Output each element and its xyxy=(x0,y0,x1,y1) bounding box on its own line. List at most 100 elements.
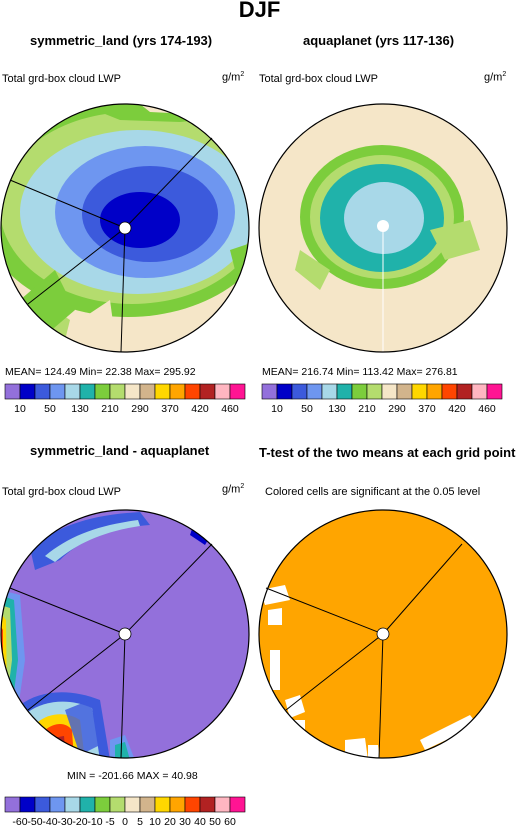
panel2-colorbar-swatch xyxy=(441,383,458,400)
panel1-stats: MEAN= 124.49 Min= 22.38 Max= 295.92 xyxy=(5,366,196,378)
panel1-colorbar-tick-label: 290 xyxy=(131,403,149,415)
panel2-colorbar-tick-label: 50 xyxy=(301,403,313,415)
panel4-significance-label: Colored cells are significant at the 0.0… xyxy=(265,486,481,498)
panel4-pole-marker xyxy=(376,627,390,641)
panel2-colorbar-tick-label: 210 xyxy=(358,403,376,415)
panel1-colorbar-swatch xyxy=(184,383,201,400)
panel1-colorbar-tick-label: 210 xyxy=(101,403,119,415)
panel3-colorbar-swatch xyxy=(64,796,81,813)
panel2-colorbar-swatch xyxy=(306,383,323,400)
panel3-colorbar-swatch xyxy=(34,796,51,813)
panel2-colorbar: 10 50 130 210 290 370 420 460 xyxy=(261,383,503,415)
panel1-title: symmetric_land (yrs 174-193) xyxy=(30,33,213,48)
panel3-colorbar-swatch xyxy=(184,796,201,813)
panel3-colorbar-tick-label: 10 xyxy=(149,816,161,825)
panel2-colorbar-swatch xyxy=(456,383,473,400)
panel2-colorbar-tick-label: 290 xyxy=(388,403,406,415)
panel2-stats: MEAN= 216.74 Min= 113.42 Max= 276.81 xyxy=(262,366,458,378)
panel2-colorbar-swatch xyxy=(381,383,398,400)
panel1-map-border xyxy=(0,103,250,353)
panel1-colorbar-tick-label: 50 xyxy=(44,403,56,415)
panel3-title: symmetric_land - aquaplanet xyxy=(30,443,210,458)
panel3-colorbar-tick-label: 30 xyxy=(179,816,191,825)
panel3-unit: g/m2 xyxy=(222,483,245,496)
panel3-colorbar-tick-label: 0 xyxy=(122,816,128,825)
panel4-title: T-test of the two means at each grid poi… xyxy=(259,445,516,460)
panel3-colorbar-swatch xyxy=(169,796,186,813)
panel3-colorbar-tick-label: -40 xyxy=(42,816,57,825)
panel3-colorbar-swatch xyxy=(214,796,231,813)
panel3-colorbar-tick-label: -10 xyxy=(87,816,102,825)
panel2-colorbar-swatch xyxy=(291,383,308,400)
panel3-pole-marker xyxy=(118,627,132,641)
panel2-colorbar-swatch xyxy=(366,383,383,400)
panel3-stats: MIN = -201.66 MAX = 40.98 xyxy=(67,770,198,782)
panel3-colorbar-tick-label: 40 xyxy=(194,816,206,825)
panel1-colorbar-swatch xyxy=(64,383,81,400)
panel1-colorbar-swatch xyxy=(94,383,111,400)
panel2-colorbar-swatch xyxy=(261,383,278,400)
panel2-map-border xyxy=(258,103,508,353)
panel2-colorbar-tick-label: 420 xyxy=(448,403,466,415)
panel2-colorbar-swatch xyxy=(411,383,428,400)
panel1-colorbar-swatch xyxy=(199,383,216,400)
panel2-colorbar-swatch xyxy=(471,383,488,400)
panel3-continent-outlines xyxy=(9,543,213,759)
panel1-colorbar-swatch xyxy=(79,383,96,400)
panel1-colorbar-swatch xyxy=(19,383,36,400)
panel1-colorbar-swatch xyxy=(229,383,246,400)
panel3-colorbar-tick-label: -50 xyxy=(27,816,42,825)
panel3-colorbar-swatch xyxy=(49,796,66,813)
panel3-colorbar-tick-label: -30 xyxy=(57,816,72,825)
panel1-colorbar-swatch xyxy=(154,383,171,400)
panel3-colorbar-swatch xyxy=(124,796,141,813)
panel3-colorbar-swatch xyxy=(4,796,21,813)
panel1-colorbar-tick-label: 370 xyxy=(161,403,179,415)
panel4-continent-outlines xyxy=(265,543,463,759)
panel1-colorbar-swatch xyxy=(124,383,141,400)
panel1-colorbar-tick-label: 460 xyxy=(221,403,239,415)
panel3-colorbar: -60 -50 -40 -30 -20 -10 -5 0 5 10 20 30 40 50 60 xyxy=(4,796,246,825)
panel2-colorbar-tick-label: 460 xyxy=(478,403,496,415)
panel3-colorbar-tick-label: -5 xyxy=(105,816,114,825)
panel3-colorbar-swatch xyxy=(109,796,126,813)
panel3-map-border xyxy=(0,509,250,759)
panel2-title: aquaplanet (yrs 117-136) xyxy=(303,33,455,48)
panel1-colorbar-tick-label: 130 xyxy=(71,403,89,415)
panel2-colorbar-swatch xyxy=(486,383,503,400)
panel3-colorbar-swatch xyxy=(19,796,36,813)
panel3-colorbar-swatch xyxy=(199,796,216,813)
panel3-colorbar-tick-label: -60 xyxy=(12,816,27,825)
panel3-colorbar-swatch xyxy=(139,796,156,813)
panel3-colorbar-tick-label: 5 xyxy=(137,816,143,825)
panel1-colorbar-swatch xyxy=(49,383,66,400)
panel2-colorbar-swatch xyxy=(321,383,338,400)
panel3-colorbar-swatch xyxy=(79,796,96,813)
panel3-colorbar-tick-label: 50 xyxy=(209,816,221,825)
panel2-unit: g/m2 xyxy=(484,71,507,84)
figure-title: DJF xyxy=(238,0,281,22)
panel1-polar-map xyxy=(1,104,249,352)
panel1-colorbar-swatch xyxy=(34,383,51,400)
panel3-colorbar-swatch xyxy=(154,796,171,813)
panel1-colorbar-swatch xyxy=(139,383,156,400)
panel3-variable-label: Total grd-box cloud LWP xyxy=(2,486,122,498)
panel1-colorbar-tick-label: 420 xyxy=(191,403,209,415)
panel3-colorbar-tick-label: 60 xyxy=(224,816,236,825)
panel1-continent-outlines xyxy=(9,137,213,353)
panel3-colorbar-swatch xyxy=(229,796,246,813)
panel1-colorbar-swatch xyxy=(214,383,231,400)
panel3-colorbar-tick-label: 20 xyxy=(164,816,176,825)
panel1-variable-label: Total grd-box cloud LWP xyxy=(2,73,122,85)
panel3-colorbar-swatch xyxy=(94,796,111,813)
panel2-colorbar-swatch xyxy=(426,383,443,400)
panel2-pole-marker xyxy=(377,220,389,232)
panel4-map-border xyxy=(258,509,508,759)
panel1-colorbar-swatch xyxy=(109,383,126,400)
panel1-colorbar-swatch xyxy=(169,383,186,400)
panel1-colorbar: 10 50 130 210 290 370 420 460 xyxy=(4,383,246,415)
panel2-colorbar-swatch xyxy=(276,383,293,400)
panel3-colorbar-tick-label: -20 xyxy=(72,816,87,825)
panel2-variable-label: Total grd-box cloud LWP xyxy=(259,73,379,85)
